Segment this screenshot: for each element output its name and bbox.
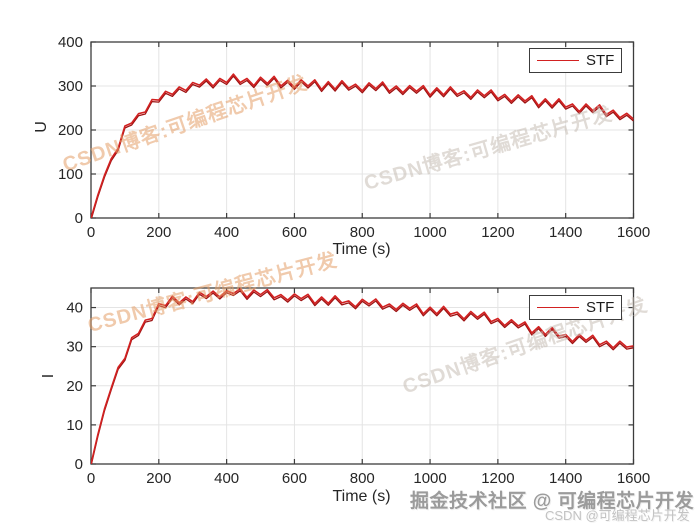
- svg-text:0: 0: [74, 456, 82, 473]
- svg-text:800: 800: [349, 470, 374, 487]
- svg-text:10: 10: [66, 417, 83, 434]
- legend-label: STF: [586, 52, 615, 69]
- legend-label: STF: [586, 299, 615, 316]
- svg-text:0: 0: [86, 224, 94, 241]
- i-axis-ylabel: I: [40, 373, 58, 379]
- svg-text:20: 20: [66, 378, 83, 395]
- u-legend: STF: [529, 48, 622, 73]
- svg-text:1600: 1600: [616, 224, 649, 241]
- svg-text:600: 600: [281, 224, 306, 241]
- svg-text:0: 0: [86, 470, 94, 487]
- svg-text:600: 600: [281, 470, 306, 487]
- svg-text:200: 200: [57, 122, 82, 139]
- i-legend: STF: [529, 295, 622, 320]
- svg-text:400: 400: [57, 34, 82, 51]
- svg-text:40: 40: [66, 300, 83, 317]
- svg-text:1000: 1000: [413, 470, 446, 487]
- u-axis-xlabel: Time (s): [332, 241, 391, 258]
- svg-text:30: 30: [66, 339, 83, 356]
- legend-line-sample: [537, 307, 579, 308]
- svg-text:400: 400: [214, 224, 239, 241]
- legend-line-sample: [537, 60, 579, 61]
- svg-text:1200: 1200: [481, 470, 514, 487]
- i-axis-xlabel: Time (s): [332, 488, 391, 505]
- u-axis-ylabel: U: [32, 121, 50, 133]
- svg-text:200: 200: [146, 470, 171, 487]
- juejin-credit-text: 掘金技术社区 @ 可编程芯片开发: [410, 491, 695, 512]
- svg-text:100: 100: [57, 166, 82, 183]
- svg-text:800: 800: [349, 224, 374, 241]
- u-chart-plot-area: 0 200 400 600 800 1000 1200 1400 1600 0 100 200 300 4…: [57, 34, 649, 241]
- csdn-credit-text: CSDN @可编程芯片开发: [545, 508, 690, 523]
- svg-text:400: 400: [214, 470, 239, 487]
- svg-text:0: 0: [74, 210, 82, 227]
- svg-text:1200: 1200: [481, 224, 514, 241]
- svg-text:300: 300: [57, 78, 82, 95]
- svg-text:1400: 1400: [549, 224, 582, 241]
- svg-text:1400: 1400: [549, 470, 582, 487]
- svg-text:200: 200: [146, 224, 171, 241]
- svg-text:1000: 1000: [413, 224, 446, 241]
- i-chart-plot-area: 0 200 400 600 800 1000 1200 1400 1600 0 10 20 30 40: [66, 287, 650, 487]
- svg-text:1600: 1600: [616, 470, 649, 487]
